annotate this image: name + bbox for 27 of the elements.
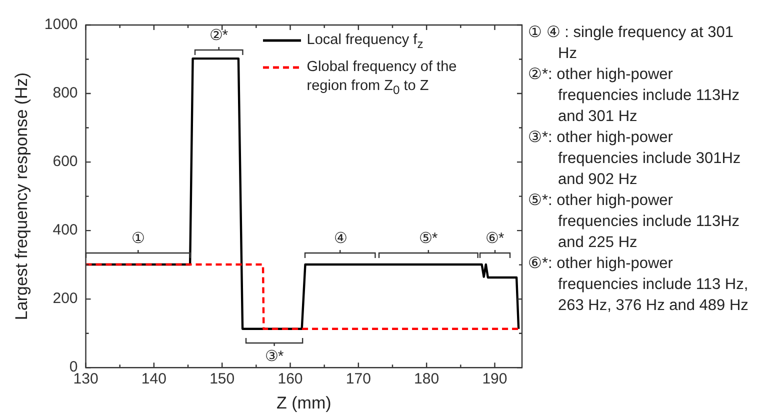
annotation: ⑥* <box>485 230 504 248</box>
y-axis-title: Largest frequency response (Hz) <box>12 72 31 320</box>
x-tick-label: 180 <box>414 370 440 388</box>
x-tick-label: 160 <box>278 370 303 388</box>
annotation: ③* <box>264 348 284 365</box>
text: ⑤*: other high-power frequencies include 113Hz and 225 Hz <box>528 191 741 253</box>
x-tick-label: 170 <box>346 370 371 388</box>
annotation: ④ <box>334 230 347 248</box>
annotation: ⑤* <box>418 230 438 248</box>
legend-label: Global frequency of the region from Z$_{0}$ to Z <box>306 58 458 99</box>
y-tick-label: 1000 <box>44 16 78 34</box>
y-tick-label: 200 <box>52 290 78 308</box>
x-tick-label: 150 <box>210 370 235 388</box>
annotation: ②* <box>209 26 228 44</box>
x-tick-label: 130 <box>73 370 98 388</box>
annotation: ① <box>131 230 144 248</box>
text: ③*: other high-power frequencies include 301Hz and 902 Hz <box>528 128 742 190</box>
x-axis-title: Z (mm) <box>276 393 332 412</box>
text: ⑥*: other high-power frequencies include 113 Hz, 263 Hz, 376 Hz and 489 Hz <box>528 254 750 316</box>
y-tick-label: 400 <box>52 222 78 239</box>
x-tick-label: 140 <box>141 370 166 388</box>
x-tick-label: 190 <box>482 370 508 388</box>
y-tick-label: 600 <box>52 153 78 170</box>
text: ②*: other high-power frequencies include 113Hz and 301 Hz <box>528 65 741 127</box>
y-tick-label: 800 <box>52 84 78 102</box>
text: ① ④ : single frequency at 301 Hz <box>528 23 735 64</box>
legend-label: Local frequency f$_{z}$ <box>306 31 424 53</box>
